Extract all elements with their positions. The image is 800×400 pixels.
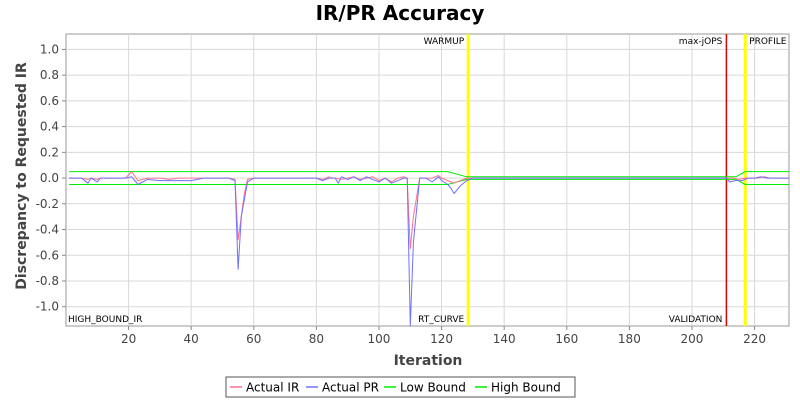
x-tick-label: 40 [184, 332, 199, 346]
x-tick-label: 100 [368, 332, 391, 346]
phase-marker-label: WARMUP [424, 37, 465, 47]
y-tick-label: 0.0 [40, 171, 59, 185]
x-tick-label: 200 [681, 332, 704, 346]
x-tick-label: 180 [618, 332, 641, 346]
series-line-high-bound [69, 171, 789, 178]
x-tick-label: 20 [121, 332, 136, 346]
x-tick-label: 80 [309, 332, 324, 346]
series-line-low-bound [69, 178, 789, 185]
y-tick-label: -0.4 [36, 223, 59, 237]
x-tick-label: 140 [493, 332, 516, 346]
y-tick-label: -1.0 [36, 300, 59, 314]
y-tick-label: -0.8 [36, 274, 59, 288]
phase-marker-labels: WARMUP RT_CURVE max-jOPS VALIDATION PROFILE H… [68, 37, 787, 325]
y-tick-label: -0.6 [36, 248, 59, 262]
y-tick-label: 0.6 [40, 94, 59, 108]
x-axis-label: Iteration [394, 353, 463, 369]
legend-entry: Actual IR [246, 381, 299, 395]
legend-entry: Actual PR [322, 381, 379, 395]
phase-marker-label: max-jOPS [679, 37, 723, 47]
y-tick-label: -0.2 [36, 197, 59, 211]
x-tick-label: 120 [430, 332, 453, 346]
phase-marker-label: RT_CURVE [418, 315, 464, 325]
y-tick-label: 0.2 [40, 145, 59, 159]
y-tick-label: 0.4 [40, 120, 59, 134]
x-axis: 20 40 60 80 100 120 140 160 180 200 220 [121, 326, 766, 346]
x-tick-label: 60 [246, 332, 261, 346]
phase-marker-label: VALIDATION [669, 315, 723, 325]
plot-area: WARMUP RT_CURVE max-jOPS VALIDATION PROFILE H… [65, 33, 790, 327]
y-tick-label: 1.0 [40, 42, 59, 56]
legend-entry: Low Bound [400, 381, 466, 395]
x-tick-label: 220 [743, 332, 766, 346]
series-line-actual-pr [69, 176, 789, 327]
phase-marker-label: PROFILE [749, 37, 787, 47]
y-tick-label: 0.8 [40, 68, 59, 82]
legend-box [225, 376, 576, 398]
y-axis: -1.0 -0.8 -0.6 -0.4 -0.2 0.0 0.2 0.4 0.6 0.8 1.0 [36, 42, 66, 314]
y-axis-label: Discrepancy to Requested IR [14, 62, 30, 290]
legend: Actual IR Actual PR Low Bound High Bound [225, 376, 576, 398]
legend-entry: High Bound [491, 381, 561, 395]
corner-label: HIGH_BOUND_IR [68, 315, 142, 325]
x-tick-label: 160 [555, 332, 578, 346]
chart-title: IR/PR Accuracy [316, 1, 485, 25]
plot-background [65, 33, 790, 327]
series-lines [69, 171, 789, 327]
